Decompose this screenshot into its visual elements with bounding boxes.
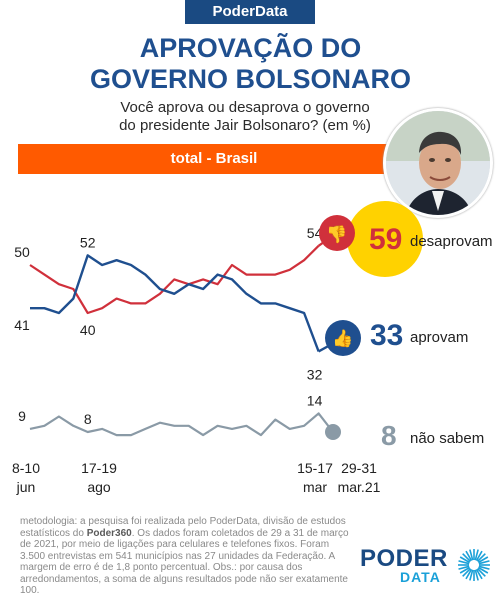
- x-tick-label: ago: [87, 479, 111, 495]
- x-tick-label: mar.21: [338, 479, 381, 495]
- nao-sabem-final-dot: [325, 424, 341, 440]
- data-label: 9: [18, 408, 26, 424]
- president-portrait: [383, 108, 493, 218]
- desaprovam-series-name: desaprovam: [410, 233, 493, 250]
- methodology-text-2: . Os dados foram coletados de 29 a 31 de…: [20, 527, 349, 597]
- portrait-illustration: [386, 111, 490, 215]
- methodology-source: Poder360: [86, 527, 132, 539]
- data-label: 8: [84, 411, 92, 427]
- question-line-2: do presidente Jair Bolsonaro? (em %): [119, 117, 371, 134]
- x-tick-label: 8-10: [12, 460, 40, 476]
- page-title: APROVAÇÃO DO GOVERNO BOLSONARO: [0, 33, 501, 95]
- data-label: 40: [80, 322, 96, 338]
- methodology-text-1: metodologia: a pesquisa foi realizada pe…: [20, 516, 346, 539]
- logo-data-text: DATA: [400, 569, 441, 585]
- thumbs-down-icon: 👎: [326, 225, 347, 244]
- thumbs-down-badge: [319, 215, 355, 251]
- aprovam-series-name: aprovam: [410, 329, 468, 346]
- logo-poder-text: PODER: [360, 545, 448, 572]
- data-label: 14: [307, 392, 323, 408]
- region-banner-label: total - Brasil: [170, 150, 258, 167]
- desaprovam-final-value: 59: [369, 223, 402, 256]
- series-line-desaprovam: [29, 245, 320, 315]
- series-line-aprovam: [30, 254, 320, 352]
- data-label: 41: [14, 317, 30, 333]
- question-line-1: Você aprova ou desaprova o governo: [120, 99, 370, 116]
- title-line-1: APROVAÇÃO DO: [139, 33, 362, 63]
- x-tick-label: 15-17: [297, 460, 333, 476]
- x-tick-label: 17-19: [81, 460, 117, 476]
- x-tick-label: mar: [303, 479, 327, 495]
- data-label: 52: [80, 234, 96, 250]
- thumbs-up-icon: 👍: [332, 328, 353, 348]
- logo-sunburst-icon: [458, 549, 490, 581]
- question-text: Você aprova ou desaprova o governo do pr…: [95, 99, 395, 135]
- x-tick-label: jun: [16, 479, 36, 495]
- series-line-não-sabem: [29, 412, 334, 437]
- desaprovam-highlight-badge: [347, 201, 423, 277]
- x-tick-label: 29-31: [341, 460, 377, 476]
- title-line-2: GOVERNO BOLSONARO: [89, 64, 412, 94]
- region-banner: total - Brasil: [18, 144, 424, 174]
- nao-sabem-final-value: 8: [381, 420, 397, 451]
- poderdata-logo: PODER DATA: [360, 545, 490, 590]
- data-label: 50: [14, 244, 30, 260]
- brand-header: PoderData: [185, 0, 315, 24]
- nao-sabem-series-name: não sabem: [410, 430, 484, 447]
- methodology-note: metodologia: a pesquisa foi realizada pe…: [20, 516, 350, 597]
- thumbs-up-badge: [325, 320, 361, 356]
- data-label: 32: [307, 366, 323, 382]
- data-label: 54: [307, 225, 323, 241]
- aprovam-final-value: 33: [370, 319, 403, 352]
